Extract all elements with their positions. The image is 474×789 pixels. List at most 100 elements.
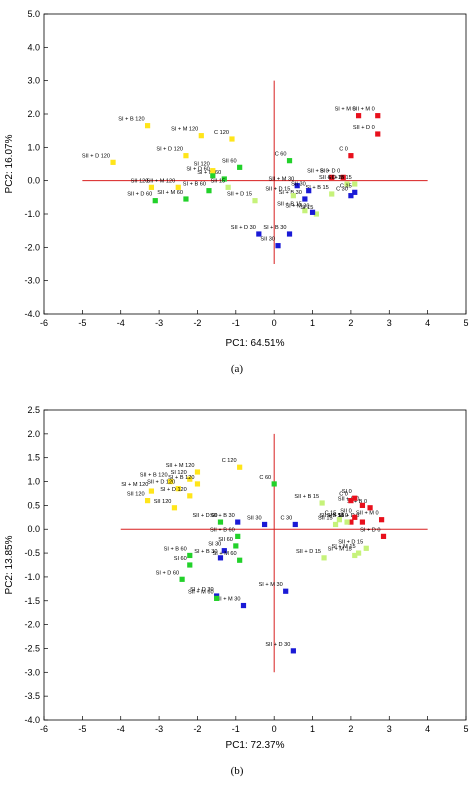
point-label: SI + D 30 (190, 587, 213, 593)
point-label: SI + B 30 (263, 225, 286, 231)
point-label: SI 120 (171, 470, 187, 476)
x-tick-label: -2 (193, 318, 201, 328)
point-label: SII + M 0 (356, 511, 379, 517)
data-point (187, 493, 193, 499)
chart-panel-b: -6 -5 -4 -3 -2 -1 0 1 2 3 4 5 -4.0 -3.5 -3.0 -2.5 -2.0 -1… (4, 405, 469, 777)
y-tick-label: 3.0 (27, 76, 40, 86)
data-point (283, 588, 289, 594)
point-label: SI + M 15 (331, 544, 355, 550)
data-point (352, 181, 358, 187)
point-label: SII 15 (211, 178, 226, 184)
x-tick-label: 0 (272, 724, 277, 734)
point-label: SI + M 30 (285, 203, 309, 209)
data-point (275, 243, 281, 249)
point-label: SII + D 0 (353, 125, 375, 131)
point-label: C 60 (275, 152, 287, 158)
data-point (252, 198, 258, 204)
data-point (240, 602, 247, 609)
data-point (210, 168, 216, 174)
point-label: SI + M 0 (335, 107, 356, 113)
point-label: C 30 (336, 187, 348, 193)
data-point (292, 521, 298, 528)
point-label: SII 15 (318, 515, 333, 521)
data-point (332, 521, 339, 528)
y-tick-label: 1.5 (27, 453, 40, 463)
data-point (290, 193, 296, 199)
point-label: SII + D 15 (265, 187, 290, 193)
x-tick-label: 3 (387, 318, 392, 328)
chart-panel-a: -6 -5 -4 -3 -2 -1 0 1 2 3 4 5 -4.0 -3.0 -2.0 -1.0 0.0 1.0… (4, 9, 469, 375)
point-label: C 0 (339, 492, 348, 498)
data-point (144, 123, 151, 129)
y-tick-label: 0.0 (27, 524, 40, 534)
y-tick-label: 5.0 (27, 9, 40, 19)
y-tick-label: 1.0 (27, 142, 40, 152)
point-label: SI + D 0 (360, 527, 380, 533)
point-label: SI 60 (174, 556, 187, 562)
data-point (214, 595, 220, 601)
data-point (302, 208, 308, 214)
data-point (183, 153, 189, 159)
point-label: SII 30 (291, 182, 306, 188)
data-point (344, 181, 350, 187)
data-point (225, 184, 231, 190)
x-tick-label: 2 (348, 724, 353, 734)
point-label: C 0 (339, 147, 348, 153)
point-label: SII + D 15 (296, 549, 321, 555)
point-label: C 60 (259, 475, 271, 481)
point-label: SII + B 15 (294, 494, 319, 500)
point-label: SI + B 30 (279, 190, 302, 196)
data-point (359, 519, 366, 525)
point-label: SII + M 0 (352, 107, 375, 113)
y-tick-label: 2.0 (27, 429, 40, 439)
point-label: SI + D 0 (320, 168, 340, 174)
data-point (187, 552, 193, 559)
y-axis-title: PC2: 13.85% (4, 535, 15, 594)
data-point (175, 184, 181, 190)
data-point (290, 648, 296, 654)
x-tick-label: -4 (117, 724, 125, 734)
point-label: SII 120 (131, 178, 149, 184)
data-point (380, 533, 387, 539)
x-tick-label: 1 (310, 318, 315, 328)
point-label: SII + B 0 (307, 168, 329, 174)
x-axis-title: PC1: 64.51% (226, 338, 285, 349)
point-label: SI + D 120 (156, 147, 183, 153)
data-point (198, 133, 204, 139)
x-tick-label: 3 (387, 724, 392, 734)
point-label: SII + D 30 (231, 225, 256, 231)
data-point (309, 209, 316, 215)
point-label: SI 0 (342, 489, 352, 495)
data-point (302, 196, 308, 202)
data-point (261, 521, 268, 528)
point-label: C 30 (280, 515, 292, 521)
y-tick-label: -3.5 (24, 691, 40, 701)
data-point (355, 113, 362, 119)
data-point (348, 153, 354, 159)
data-point (348, 519, 354, 525)
data-point (375, 113, 381, 119)
data-point (175, 486, 181, 492)
point-label: C 15 (325, 511, 337, 517)
y-tick-label: -4.0 (24, 309, 40, 319)
point-label: C 15 (340, 183, 352, 189)
data-point (348, 498, 354, 504)
data-point (235, 519, 241, 525)
data-point (363, 545, 369, 551)
data-point (168, 478, 174, 485)
data-point (336, 517, 342, 523)
y-tick-label: -1.0 (24, 209, 40, 219)
data-point (206, 188, 212, 194)
y-tick-label: -1.5 (24, 596, 40, 606)
point-label: SI 15 (300, 205, 313, 211)
point-label: SII + D 60 (127, 192, 152, 198)
x-tick-label: -1 (232, 724, 240, 734)
y-tick-label: 2.0 (27, 109, 40, 119)
point-label: SI + M 120 (121, 482, 148, 488)
data-point (359, 502, 366, 508)
x-tick-label: -6 (40, 318, 48, 328)
x-tick-label: -3 (155, 318, 163, 328)
point-label: SII + M 30 (269, 177, 295, 183)
point-label: SII + D 0 (337, 513, 359, 519)
